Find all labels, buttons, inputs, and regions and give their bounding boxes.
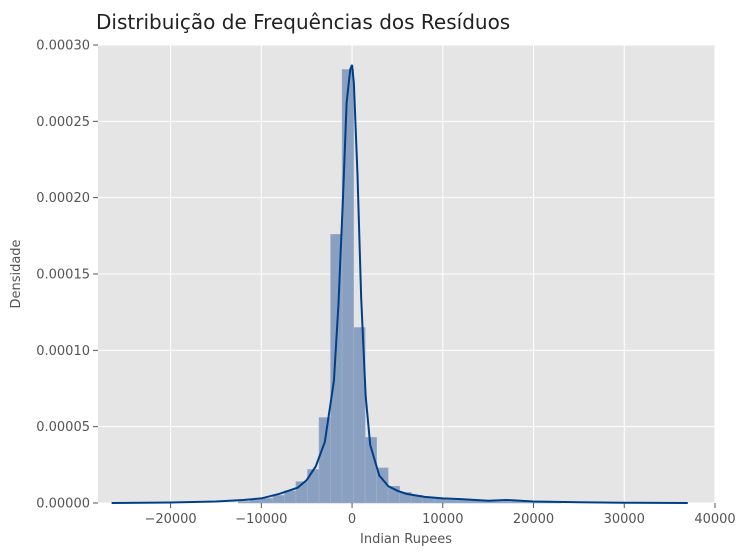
histogram-bars bbox=[238, 69, 562, 504]
histogram-bar bbox=[318, 417, 331, 504]
histogram-bar bbox=[491, 501, 504, 504]
histogram-bar bbox=[445, 499, 458, 504]
histogram-bar bbox=[261, 498, 274, 504]
x-tick-label: 20000 bbox=[513, 512, 554, 527]
x-axis-ticks: −20000 −10000 0 10000 20000 30000 40000 bbox=[144, 503, 736, 527]
histogram-bar bbox=[249, 499, 262, 504]
chart-title: Distribuição de Frequências dos Resíduos bbox=[96, 10, 510, 34]
y-tick-label: 0.00015 bbox=[36, 268, 90, 283]
y-tick-label: 0.00005 bbox=[36, 420, 90, 435]
histogram-bar bbox=[341, 69, 354, 504]
y-tick-label: 0.00025 bbox=[36, 115, 90, 130]
x-tick-label: −10000 bbox=[235, 512, 287, 527]
histogram-bar bbox=[238, 501, 251, 504]
x-axis-label: Indian Rupees bbox=[360, 532, 452, 547]
histogram-bar bbox=[272, 495, 285, 504]
y-tick-label: 0.00000 bbox=[36, 497, 90, 512]
x-tick-label: 0 bbox=[348, 512, 356, 527]
x-tick-label: 40000 bbox=[694, 512, 735, 527]
histogram-bar bbox=[503, 501, 516, 504]
y-axis-label: Densidade bbox=[9, 239, 24, 308]
y-axis-ticks: 0.00000 0.00005 0.00010 0.00015 0.00020 0.000… bbox=[36, 39, 98, 512]
y-tick-label: 0.00010 bbox=[36, 344, 90, 359]
x-tick-label: 10000 bbox=[422, 512, 463, 527]
histogram-bar bbox=[353, 327, 366, 504]
y-tick-label: 0.00020 bbox=[36, 191, 90, 206]
y-tick-label: 0.00030 bbox=[36, 39, 90, 54]
x-tick-label: 30000 bbox=[604, 512, 645, 527]
kde-curve bbox=[111, 64, 688, 504]
x-tick-label: −20000 bbox=[144, 512, 196, 527]
